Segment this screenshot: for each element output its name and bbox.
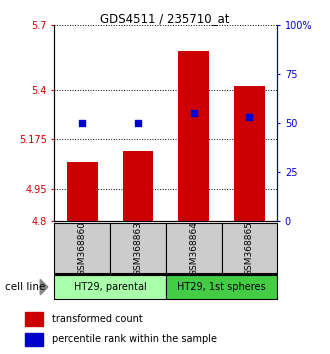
Text: GDS4511 / 235710_at: GDS4511 / 235710_at: [100, 12, 230, 25]
Text: transformed count: transformed count: [52, 314, 143, 324]
Text: cell line: cell line: [5, 282, 45, 292]
Bar: [234, 86, 265, 221]
Bar: [123, 152, 153, 221]
Bar: [221, 223, 277, 274]
Text: GSM368864: GSM368864: [189, 221, 198, 276]
Point: [191, 110, 196, 116]
Text: GSM368863: GSM368863: [133, 221, 143, 276]
Bar: [178, 51, 209, 221]
Point: [247, 114, 252, 120]
Point: [80, 120, 85, 126]
Text: HT29, 1st spheres: HT29, 1st spheres: [177, 282, 266, 292]
Polygon shape: [40, 279, 48, 295]
Bar: [67, 162, 98, 221]
Text: GSM368865: GSM368865: [245, 221, 254, 276]
Bar: [54, 275, 166, 299]
Text: GSM368860: GSM368860: [78, 221, 87, 276]
Bar: [25, 333, 43, 346]
Text: HT29, parental: HT29, parental: [74, 282, 147, 292]
Bar: [166, 223, 221, 274]
Bar: [166, 275, 277, 299]
Text: percentile rank within the sample: percentile rank within the sample: [52, 335, 217, 344]
Bar: [25, 312, 43, 326]
Bar: [110, 223, 166, 274]
Point: [135, 120, 141, 126]
Bar: [54, 223, 110, 274]
